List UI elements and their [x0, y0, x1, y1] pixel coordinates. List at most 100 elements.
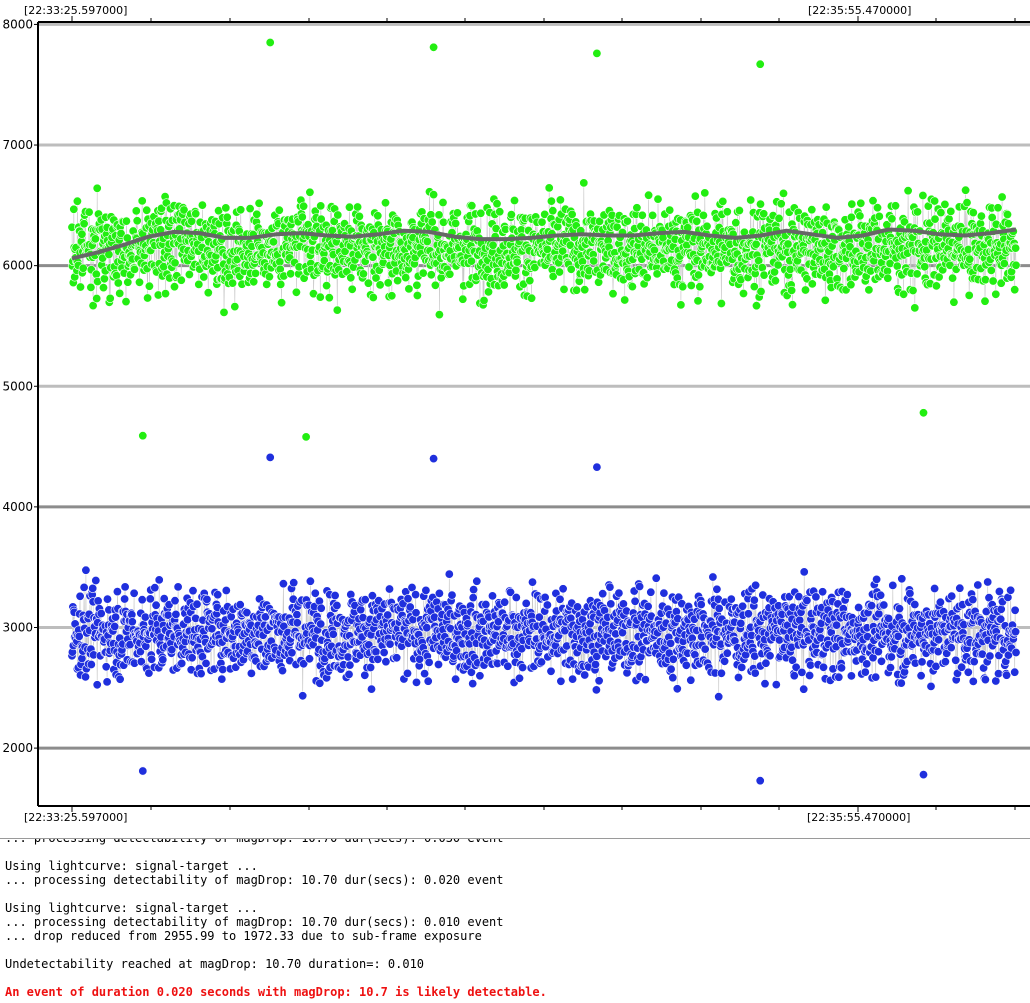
- target-point: [161, 289, 171, 299]
- target-point: [874, 211, 884, 221]
- comparison-point: [686, 675, 696, 685]
- comparison-point: [328, 629, 338, 639]
- target-point: [495, 207, 505, 217]
- target-point: [807, 205, 817, 215]
- target-point: [642, 273, 652, 283]
- target-point: [537, 217, 547, 227]
- target-point: [252, 209, 262, 219]
- target-point: [820, 295, 830, 305]
- target-point: [452, 208, 462, 218]
- comparison-point: [755, 776, 765, 786]
- target-point: [347, 284, 357, 294]
- comparison-point: [738, 601, 748, 611]
- target-point: [993, 203, 1003, 213]
- comparison-point: [994, 586, 1004, 596]
- log-output-panel[interactable]: ... processing detectability of magDrop:…: [0, 838, 1030, 1003]
- target-point: [92, 293, 102, 303]
- target-point: [751, 301, 761, 311]
- comparison-point: [666, 664, 676, 674]
- comparison-point: [872, 574, 882, 584]
- comparison-point: [472, 576, 482, 586]
- target-point: [72, 196, 82, 206]
- comparison-point: [643, 601, 653, 611]
- target-point: [686, 280, 696, 290]
- target-point: [1003, 219, 1013, 229]
- target-point: [986, 265, 996, 275]
- comparison-point: [712, 584, 722, 594]
- comparison-point: [590, 659, 600, 669]
- y-tick-label: 2000: [2, 741, 33, 755]
- comparison-point: [905, 588, 915, 598]
- comparison-point: [298, 691, 308, 701]
- target-point: [138, 431, 148, 441]
- target-point: [412, 290, 422, 300]
- target-point: [344, 202, 354, 212]
- target-point: [194, 279, 204, 289]
- target-point: [262, 279, 272, 289]
- target-point: [755, 59, 765, 69]
- target-point: [1010, 285, 1020, 295]
- comparison-point: [659, 588, 669, 598]
- target-point: [936, 208, 946, 218]
- target-point: [525, 276, 535, 286]
- target-point: [608, 289, 618, 299]
- target-point: [105, 293, 115, 303]
- comparison-point: [799, 567, 809, 577]
- comparison-point: [217, 674, 227, 684]
- comparison-point: [818, 662, 828, 672]
- target-point: [991, 289, 1001, 299]
- target-point: [121, 297, 131, 307]
- target-point: [778, 188, 788, 198]
- comparison-point: [733, 672, 743, 682]
- log-line: ... processing detectability of magDrop:…: [5, 873, 504, 887]
- target-point: [783, 239, 793, 249]
- target-point: [944, 214, 954, 224]
- comparison-point: [74, 631, 84, 641]
- top-left-timestamp: [22:33:25.597000]: [24, 4, 128, 17]
- target-point: [579, 178, 589, 188]
- target-point: [997, 192, 1007, 202]
- comparison-point: [196, 669, 206, 679]
- target-point: [112, 271, 122, 281]
- target-point: [483, 287, 493, 297]
- comparison-point: [985, 651, 995, 661]
- comparison-point: [77, 653, 87, 663]
- target-point: [910, 303, 920, 313]
- comparison-point: [93, 596, 103, 606]
- comparison-point: [818, 587, 828, 597]
- target-point: [930, 214, 940, 224]
- target-point: [839, 263, 849, 273]
- log-line: ... processing detectability of magDrop:…: [5, 915, 504, 929]
- comparison-point: [646, 587, 656, 597]
- lightcurve-plot-panel[interactable]: [22:33:25.597000] [22:35:55.470000] [22:…: [0, 0, 1030, 838]
- log-line: [5, 943, 547, 957]
- comparison-point: [101, 662, 111, 672]
- target-point: [90, 234, 100, 244]
- comparison-point: [246, 668, 256, 678]
- target-point: [499, 280, 509, 290]
- target-point: [512, 257, 522, 267]
- target-point: [299, 201, 309, 211]
- target-point: [821, 202, 831, 212]
- comparison-point: [316, 603, 326, 613]
- comparison-point: [188, 586, 198, 596]
- target-point: [883, 273, 893, 283]
- target-point: [637, 210, 647, 220]
- top-right-timestamp: [22:35:55.470000]: [808, 4, 912, 17]
- comparison-point: [332, 600, 342, 610]
- target-point: [199, 272, 209, 282]
- comparison-point: [926, 681, 936, 691]
- target-point: [135, 277, 145, 287]
- target-point: [429, 42, 439, 52]
- target-point: [466, 256, 476, 266]
- comparison-point: [963, 667, 973, 677]
- target-point: [265, 37, 275, 47]
- comparison-point: [192, 599, 202, 609]
- target-point: [964, 290, 974, 300]
- target-point: [770, 276, 780, 286]
- target-point: [757, 263, 767, 273]
- comparison-point: [651, 573, 661, 583]
- comparison-point: [345, 660, 355, 670]
- lightcurve-chart[interactable]: 2000 3000 4000 5000 6000 7000 8000: [0, 0, 1030, 838]
- target-point: [759, 270, 769, 280]
